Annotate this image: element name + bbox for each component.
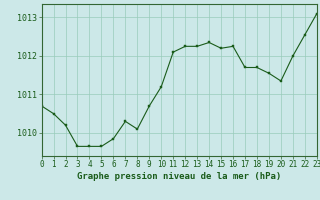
X-axis label: Graphe pression niveau de la mer (hPa): Graphe pression niveau de la mer (hPa)	[77, 172, 281, 181]
